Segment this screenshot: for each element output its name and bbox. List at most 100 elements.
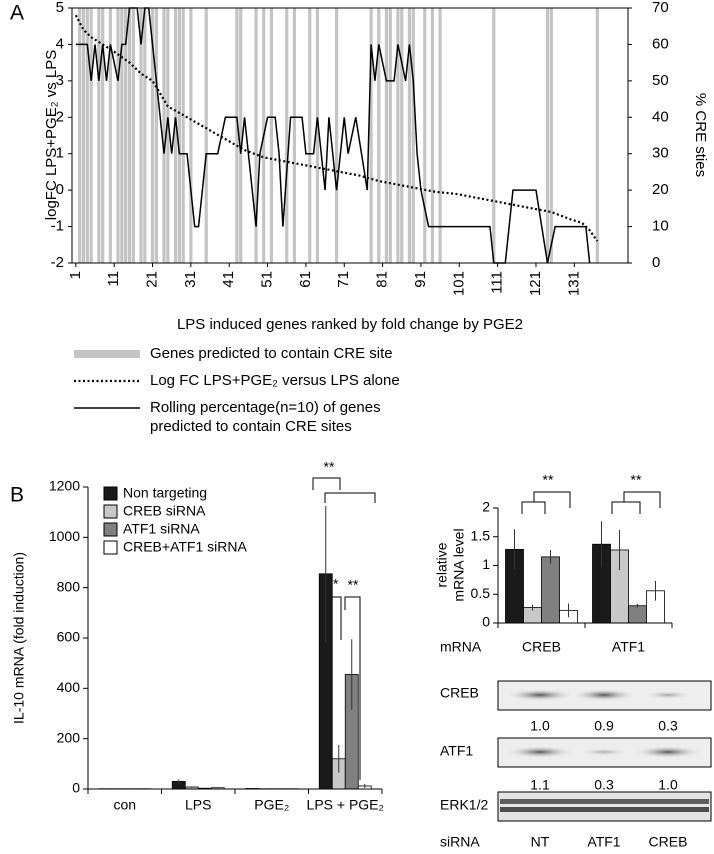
blot-panel — [497, 791, 712, 822]
blot-band — [578, 748, 630, 756]
cre-gene-bar — [177, 8, 181, 263]
cre-gene-bar — [549, 8, 553, 263]
bar-chart: 0 200 400 600 800 1000 1200 con LPS PGE₂ LPS + PGE… — [49, 478, 384, 813]
x-tick-label: PGE₂ — [254, 797, 289, 813]
y-tick-label: 4 — [56, 35, 64, 52]
y-tick-label: 1 — [56, 145, 64, 162]
x-tick-label: LPS + PGE₂ — [307, 797, 384, 813]
x-tick-label: 51 — [259, 271, 276, 288]
cre-gene-bar — [388, 8, 392, 263]
x-tick-label: 1 — [67, 271, 84, 279]
legend-swatch — [103, 486, 118, 501]
y-axis-label: IL-10 mRNA (fold induction) — [11, 552, 27, 724]
cre-gene-bar — [120, 8, 124, 263]
blot-lane-label: siRNA — [440, 834, 480, 850]
x-tick-label: LPS — [185, 797, 211, 813]
x-tick-label: 71 — [335, 271, 352, 288]
significance-bracket — [521, 491, 571, 514]
blot-lane: CREB — [649, 834, 688, 850]
y2-axis-label: % CRE sties — [692, 93, 709, 177]
cre-gene-bar — [292, 8, 296, 263]
x-tick-label: 111 — [489, 271, 506, 294]
cre-gene-bar — [334, 8, 339, 263]
blot-row-label: ERK1/2 — [440, 797, 488, 813]
blot-row-label: CREB — [440, 685, 479, 701]
cre-gene-bar — [173, 8, 178, 263]
y-tick-label: 0 — [72, 780, 80, 796]
cre-gene-bar — [545, 8, 550, 263]
cre-gene-bar — [131, 8, 135, 263]
cre-gene-bar — [81, 8, 86, 263]
annotation: ** — [631, 472, 642, 488]
blot-band — [644, 691, 692, 699]
legend-label: ATF1 siRNA — [123, 521, 200, 537]
cre-gene-bar — [162, 8, 166, 263]
y2-tick-label: 30 — [652, 145, 669, 162]
blot-band — [572, 689, 636, 701]
x-tick-label: 81 — [374, 271, 391, 288]
y-tick-label: -1 — [51, 218, 64, 235]
x-tick-label: 11 — [105, 271, 122, 287]
y-tick-label: 1.5 — [471, 527, 491, 543]
y2-tick-label: 0 — [652, 254, 660, 271]
y2-tick-label: 70 — [652, 0, 669, 16]
y-tick-label: 200 — [57, 729, 81, 745]
y-axis-label: logFC LPS+PGE₂ vs LPS — [43, 50, 60, 220]
cre-gene-bar — [116, 8, 120, 263]
bar — [628, 605, 647, 624]
cre-gene-bar — [239, 8, 243, 263]
y2-tick-label: 60 — [652, 35, 669, 52]
cre-gene-bar — [108, 8, 112, 263]
cre-gene-bar — [97, 8, 101, 263]
blot-quant: 1.1 — [530, 777, 550, 793]
legend-symbol — [74, 407, 140, 409]
x-tick-label: 101 — [450, 271, 467, 296]
cre-gene-bar — [407, 8, 412, 263]
blot-quant: 0.3 — [658, 718, 678, 734]
x-tick-label: 91 — [412, 271, 429, 288]
axis-line — [497, 508, 672, 624]
cre-gene-bar — [369, 8, 373, 263]
panel-label: B — [10, 484, 24, 507]
plot-frame — [71, 7, 629, 264]
cre-gene-bar — [78, 8, 82, 263]
x-tick-label: 61 — [297, 271, 314, 288]
blot-quant: 0.3 — [594, 777, 614, 793]
y2-tick-label: 20 — [652, 181, 669, 198]
cre-gene-bar — [150, 8, 155, 263]
y-axis-label: relative — [434, 542, 450, 587]
cre-gene-bar — [308, 8, 312, 263]
y-tick-label: 1200 — [49, 478, 80, 494]
x-tick-label: 21 — [143, 271, 160, 288]
cre-gene-bar — [101, 8, 105, 263]
legend-symbol — [74, 350, 140, 358]
legend-swatch — [103, 504, 118, 519]
cre-gene-bar — [124, 8, 128, 263]
cre-gene-bar — [492, 8, 496, 263]
x-tick-label: CREB — [522, 639, 561, 655]
cre-gene-bar — [396, 8, 400, 263]
cre-gene-bar — [384, 8, 389, 263]
legend-label: Rolling percentage(n=10) of genes predic… — [150, 399, 381, 435]
y-tick-label: 800 — [57, 578, 81, 594]
legend-entry: Genes predicted to contain CRE site — [72, 344, 410, 363]
blot-band — [634, 746, 702, 758]
cre-gene-bar — [89, 8, 93, 263]
y-tick-label: 2 — [482, 499, 490, 515]
cre-gene-bar — [269, 8, 273, 263]
bar-chart: 0 0.5 1 1.5 2 CREB ATF1 — [471, 499, 673, 655]
legend-entry: Log FC LPS+PGE₂ versus LPS alone — [72, 371, 410, 390]
cre-gene-bar — [430, 8, 435, 263]
cre-gene-bar — [315, 8, 320, 263]
x-tick-label: 121 — [527, 271, 544, 296]
y-tick-label: 1000 — [49, 528, 80, 544]
y2-tick-label: 50 — [652, 72, 669, 89]
y2-tick-label: 40 — [652, 108, 669, 125]
legend-symbol — [74, 379, 140, 383]
y-tick-label: 400 — [57, 679, 81, 695]
cre-gene-bar — [400, 8, 404, 263]
cre-gene-bar — [166, 8, 170, 263]
cre-gene-bar — [189, 8, 193, 263]
cre-gene-bar — [85, 8, 89, 263]
